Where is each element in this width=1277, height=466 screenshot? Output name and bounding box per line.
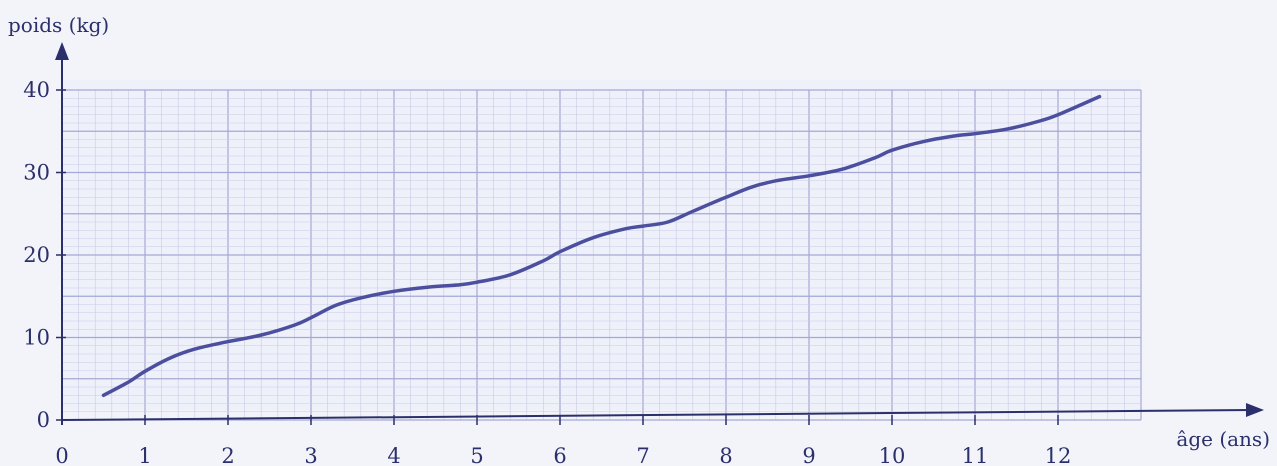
y-tick-label: 40 — [23, 78, 50, 102]
plot-area — [62, 80, 1140, 410]
x-axis-title: âge (ans) — [1176, 427, 1270, 451]
axes — [55, 42, 1264, 425]
series-line — [101, 94, 1102, 398]
x-axis — [61, 409, 1253, 421]
y-tick-label: 0 — [37, 408, 50, 432]
x-tick-label: 2 — [221, 444, 234, 466]
x-tick-label: 7 — [636, 444, 649, 466]
x-tick-label: 12 — [1045, 444, 1072, 466]
x-tick-label: 10 — [879, 444, 906, 466]
x-tick-label: 8 — [719, 444, 732, 466]
series — [101, 94, 1102, 398]
x-tick-label: 1 — [138, 444, 151, 466]
x-tick-label: 9 — [802, 444, 815, 466]
x-tick-label: 11 — [962, 444, 989, 466]
x-tick-label: 4 — [387, 444, 400, 466]
x-tick-label: 6 — [553, 444, 566, 466]
grid — [61, 89, 1142, 421]
y-tick-label: 10 — [23, 326, 50, 350]
y-tick-label: 30 — [23, 161, 50, 185]
y-axis-arrow — [55, 42, 69, 60]
y-tick-label: 20 — [23, 243, 50, 267]
x-tick-label: 3 — [304, 444, 317, 466]
y-axis-title: poids (kg) — [8, 13, 109, 37]
x-tick-label: 5 — [470, 444, 483, 466]
x-tick-label: 0 — [55, 444, 68, 466]
x-axis-arrow — [1246, 403, 1264, 417]
